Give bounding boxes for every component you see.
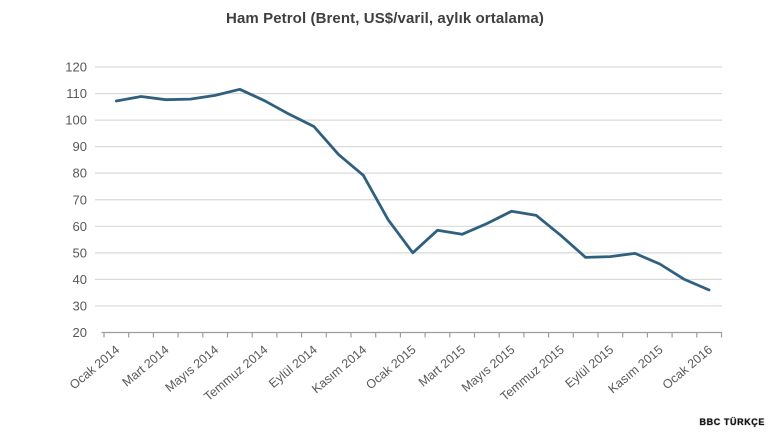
- x-axis-tick-label: Kasım 2015: [606, 343, 666, 397]
- y-axis-tick-label: 70: [73, 192, 87, 207]
- bbc-turkce-watermark: BBC TÜRKÇE: [699, 417, 765, 427]
- chart-title: Ham Petrol (Brent, US$/varil, aylık orta…: [226, 10, 544, 27]
- x-axis-tick-label: Ocak 2015: [363, 343, 418, 393]
- y-axis-tick-label: 100: [65, 113, 87, 128]
- x-axis-tick-label: Ocak 2016: [660, 343, 715, 393]
- y-axis-tick-label: 30: [73, 298, 87, 313]
- y-axis-tick-label: 20: [73, 325, 87, 340]
- y-axis-tick-label: 50: [73, 245, 87, 260]
- x-axis-tick-label: Ocak 2014: [67, 343, 122, 393]
- brent-price-line: [114, 87, 711, 292]
- y-axis-tick-label: 90: [73, 139, 87, 154]
- x-axis-tick-label: Kasım 2014: [309, 343, 369, 397]
- y-axis-tick-label: 120: [65, 60, 87, 75]
- y-axis-tick-label: 60: [73, 219, 87, 234]
- y-axis-tick-label: 80: [73, 166, 87, 181]
- y-axis-tick-label: 110: [66, 86, 87, 101]
- y-axis-tick-label: 40: [73, 272, 87, 287]
